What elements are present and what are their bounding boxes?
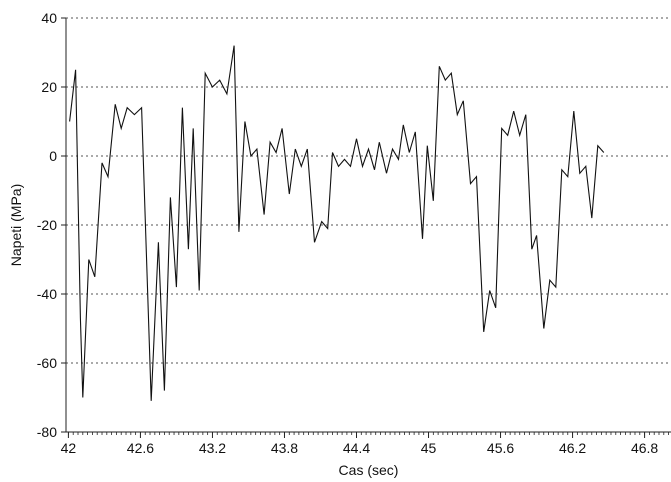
y-tick-label: -20 bbox=[37, 217, 57, 233]
x-tick-label: 43.2 bbox=[199, 440, 226, 456]
x-axis-ticks: 42 42.6 43.2 43.8 44.4 45 45.6 46.2 46.8 bbox=[61, 432, 669, 456]
x-tick-label: 45.6 bbox=[487, 440, 514, 456]
x-tick-label: 45 bbox=[421, 440, 437, 456]
y-tick-label: -80 bbox=[37, 424, 57, 440]
y-axis-title: Napeti (MPa) bbox=[8, 184, 24, 266]
y-tick-label: -60 bbox=[37, 355, 57, 371]
x-tick-label: 44.4 bbox=[343, 440, 370, 456]
x-tick-label: 42.6 bbox=[127, 440, 154, 456]
series-line-1 bbox=[69, 45, 605, 401]
y-tick-label: 20 bbox=[41, 79, 57, 95]
x-axis-title: Cas (sec) bbox=[339, 462, 399, 478]
y-tick-label: -40 bbox=[37, 286, 57, 302]
x-tick-label: 43.8 bbox=[271, 440, 298, 456]
y-tick-label: 40 bbox=[41, 10, 57, 26]
y-axis-ticks: 40 20 0 -20 -40 -60 -80 bbox=[37, 10, 66, 440]
gridlines bbox=[66, 86, 671, 364]
series-layer bbox=[69, 45, 605, 401]
x-tick-label: 46.8 bbox=[631, 440, 658, 456]
x-tick-label: 46.2 bbox=[559, 440, 586, 456]
y-tick-label: 0 bbox=[49, 148, 57, 164]
x-tick-label: 42 bbox=[61, 440, 77, 456]
